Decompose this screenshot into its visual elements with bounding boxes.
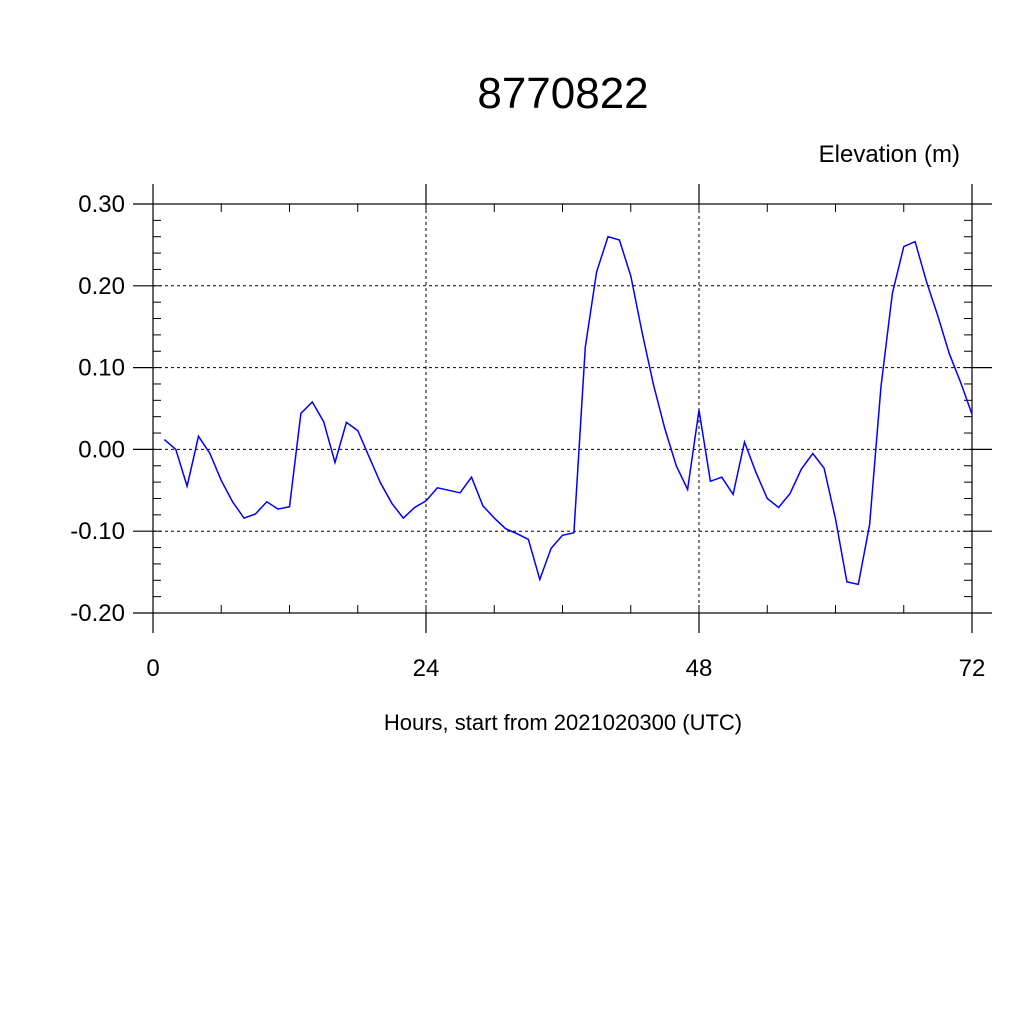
y-tick-label: 0.20: [78, 273, 125, 300]
x-tick-label: 24: [413, 655, 440, 682]
x-tick-label: 0: [146, 655, 159, 682]
y-axis-label: Elevation (m): [819, 141, 960, 168]
y-tick-label: -0.20: [70, 600, 125, 627]
grid-lines: [153, 203, 972, 614]
x-tick-labels: 0 24 48 72: [146, 655, 985, 682]
y-tick-label: 0.30: [78, 191, 125, 218]
y-tick-label: -0.10: [70, 518, 125, 545]
series-line: [163, 235, 973, 586]
x-tick-label: 48: [686, 655, 713, 682]
plot-frame: [152, 203, 973, 614]
y-tick-label: 0.10: [78, 355, 125, 382]
y-tick-label: 0.00: [78, 436, 125, 463]
y-tick-labels: -0.20 -0.10 0.00 0.10 0.20 0.30: [70, 191, 125, 627]
x-axis-label: Hours, start from 2021020300 (UTC): [384, 710, 742, 735]
x-tick-label: 72: [959, 655, 986, 682]
chart-title: 8770822: [477, 69, 648, 118]
minor-ticks: [152, 203, 973, 614]
major-ticks: [133, 184, 992, 633]
